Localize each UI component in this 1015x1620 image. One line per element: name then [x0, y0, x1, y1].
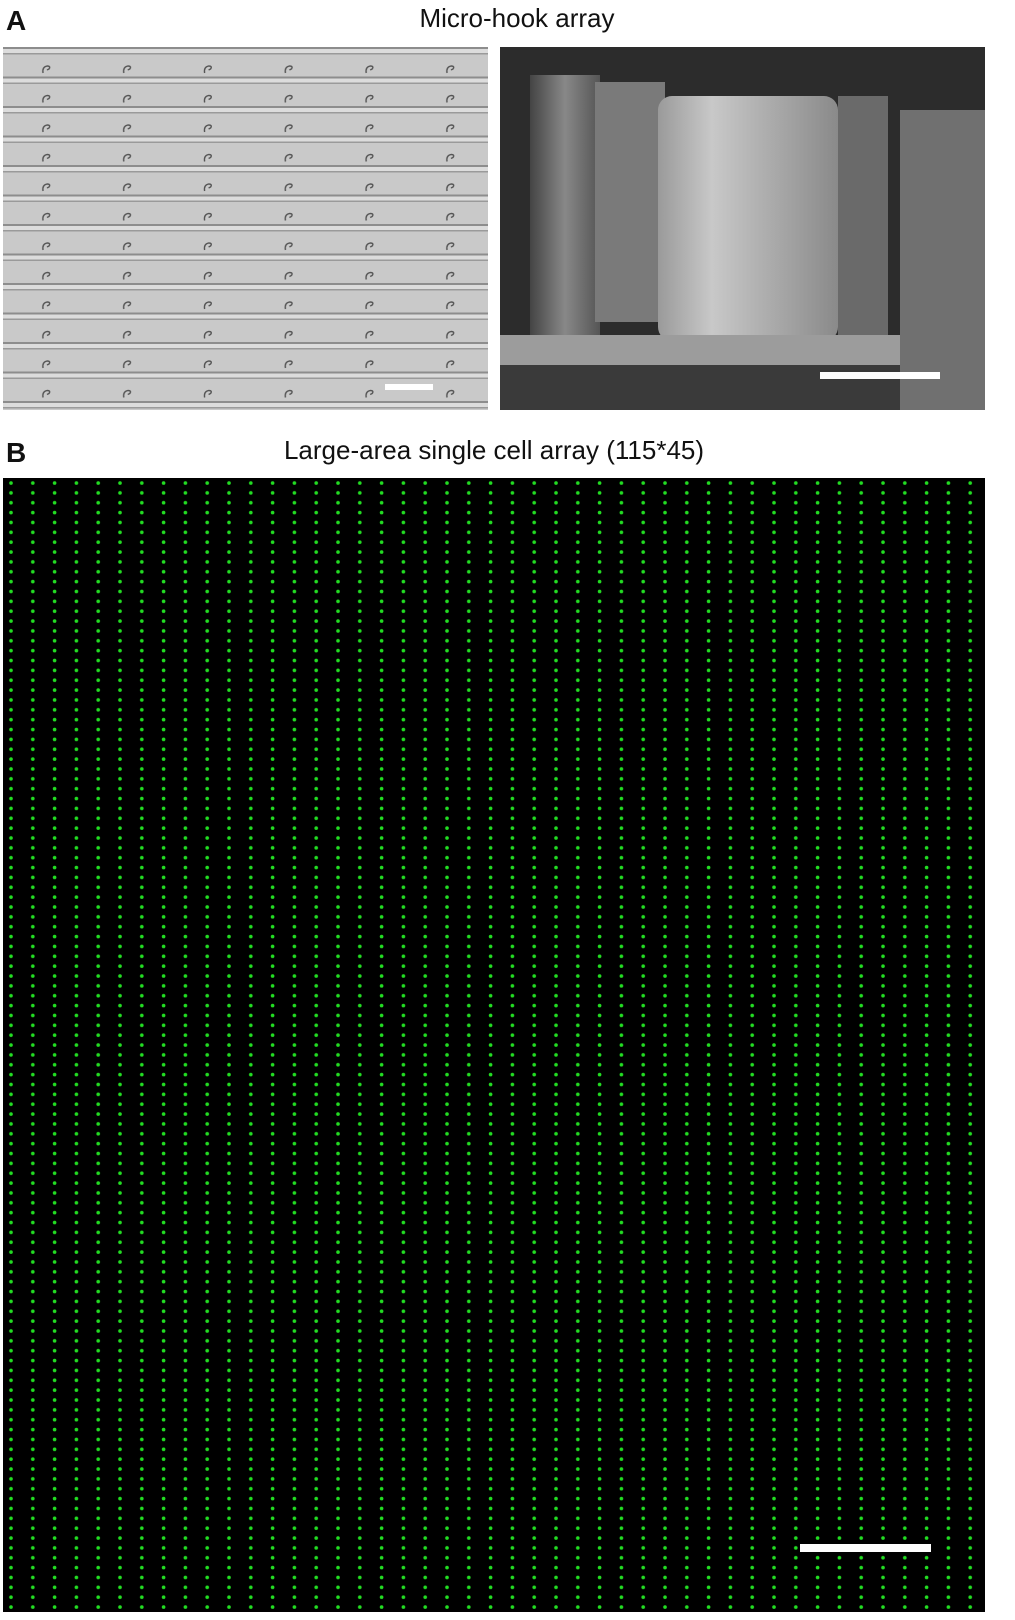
fluorescence-image	[3, 478, 985, 1612]
panel-title: Micro-hook array	[419, 3, 614, 33]
page: {"panels": [ {"label": "A", "title": "Mi…	[0, 0, 1015, 1615]
panel-label: B	[6, 437, 26, 468]
panel-label: A	[6, 5, 26, 36]
figure: A Micro-hook array B Large-area single c…	[0, 0, 1015, 1615]
micrograph-sem	[500, 47, 985, 410]
panel-title: Large-area single cell array (115*45)	[284, 435, 704, 465]
micrograph-optical	[3, 47, 488, 410]
